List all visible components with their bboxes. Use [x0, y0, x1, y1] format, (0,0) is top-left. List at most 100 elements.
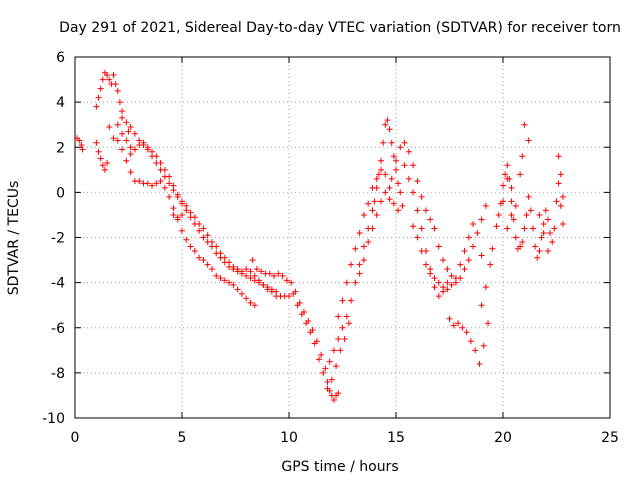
data-point	[495, 211, 502, 218]
data-point	[179, 227, 185, 234]
y-tick-label: 6	[56, 50, 65, 66]
data-point	[504, 225, 511, 232]
data-point	[166, 193, 173, 200]
data-point	[208, 266, 215, 273]
data-point	[191, 248, 198, 255]
data-point	[243, 266, 250, 273]
data-point	[337, 347, 344, 354]
data-point	[463, 329, 470, 336]
data-point	[544, 248, 551, 255]
data-point	[153, 153, 160, 160]
data-point	[140, 139, 147, 146]
data-point	[410, 189, 417, 196]
data-point	[106, 123, 113, 130]
x-tick-label: 25	[601, 430, 619, 446]
data-point	[410, 162, 417, 169]
data-point	[226, 279, 233, 286]
data-point	[294, 302, 301, 309]
data-point	[221, 277, 228, 284]
data-point	[217, 275, 224, 282]
data-point	[365, 200, 372, 207]
data-point	[230, 281, 237, 288]
data-point	[369, 184, 376, 191]
data-point	[549, 239, 556, 246]
data-point	[104, 72, 111, 79]
data-point	[369, 225, 376, 232]
data-point	[510, 216, 517, 223]
data-point	[157, 160, 164, 167]
data-point	[388, 175, 395, 182]
axis-ticks: -10 -8 -6 -4 -2 0 2 4 6 0 5 10 15 20 25	[42, 50, 619, 446]
data-point	[551, 225, 558, 232]
data-point	[196, 220, 203, 227]
data-point	[369, 207, 376, 214]
data-point	[418, 193, 425, 200]
data-point	[234, 286, 241, 293]
data-point	[179, 198, 185, 205]
data-point	[386, 126, 393, 133]
y-tick-label: 0	[56, 185, 65, 201]
data-point	[480, 342, 487, 349]
data-point	[478, 302, 485, 309]
data-point	[208, 239, 215, 246]
data-point	[512, 234, 519, 241]
data-point	[78, 141, 85, 148]
data-point	[101, 166, 108, 173]
data-point	[79, 146, 86, 153]
data-point	[200, 257, 207, 264]
data-point	[99, 162, 106, 169]
data-point	[504, 175, 511, 182]
data-point	[474, 229, 481, 236]
data-point	[125, 128, 132, 135]
data-point	[461, 266, 468, 273]
data-point	[179, 211, 185, 218]
data-point	[247, 275, 254, 282]
data-point	[335, 313, 342, 320]
data-point	[378, 198, 385, 205]
data-point	[286, 293, 292, 300]
data-point	[247, 268, 254, 275]
data-point	[455, 320, 462, 327]
data-point	[360, 257, 367, 264]
data-point	[258, 268, 265, 275]
data-point	[502, 171, 509, 178]
data-point	[431, 275, 438, 282]
data-point	[279, 272, 286, 279]
data-point	[348, 261, 355, 268]
data-point	[448, 272, 455, 279]
data-point	[200, 225, 207, 232]
data-point	[174, 214, 181, 221]
data-point	[431, 225, 438, 232]
data-point	[298, 311, 305, 318]
data-points	[74, 69, 566, 403]
data-point	[315, 356, 322, 363]
data-point	[204, 232, 211, 239]
data-point	[435, 243, 442, 250]
data-point	[99, 76, 106, 83]
grid-lines	[75, 57, 610, 418]
data-point	[489, 245, 496, 252]
data-point	[322, 365, 329, 372]
data-point	[382, 171, 389, 178]
data-point	[187, 243, 194, 250]
data-point	[405, 148, 412, 155]
data-point	[196, 254, 203, 261]
data-point	[288, 279, 295, 286]
y-tick-label: -8	[51, 366, 65, 382]
data-point	[440, 257, 447, 264]
data-point	[356, 261, 363, 268]
data-point	[114, 87, 121, 94]
data-point	[149, 148, 156, 155]
data-point	[166, 173, 173, 180]
data-point	[352, 245, 359, 252]
data-point	[251, 272, 258, 279]
data-point	[127, 151, 134, 158]
data-point	[397, 144, 404, 151]
data-point	[170, 211, 177, 218]
data-point	[414, 207, 421, 214]
data-point	[324, 385, 331, 392]
data-point	[356, 229, 363, 236]
data-point	[187, 209, 194, 216]
data-point	[536, 248, 543, 255]
